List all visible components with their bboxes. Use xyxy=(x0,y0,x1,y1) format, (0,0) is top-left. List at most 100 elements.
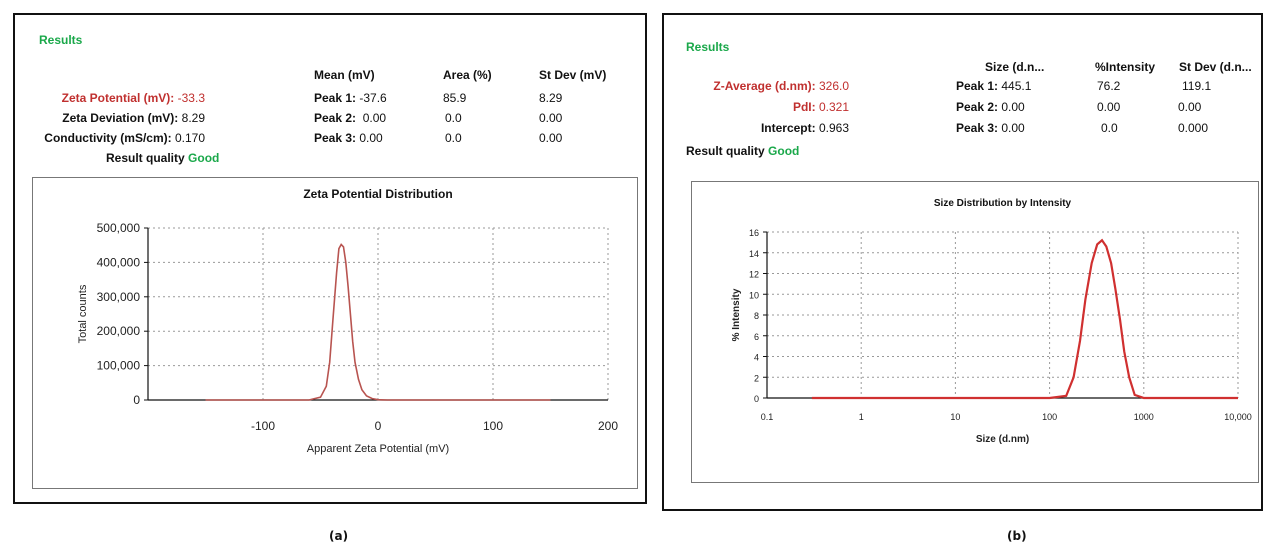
zeta-potential-row: Zeta Potential (mV): -33.3 xyxy=(62,91,205,105)
chart-title: Zeta Potential Distribution xyxy=(303,187,452,201)
result-quality: Result quality Good xyxy=(686,144,799,158)
peak-label: Peak 3: xyxy=(314,131,357,145)
peak-stdev: 8.29 xyxy=(539,91,563,105)
x-tick-label: 10,000 xyxy=(1224,412,1252,422)
y-tick-label: 200,000 xyxy=(97,324,141,338)
pdi-label: PdI: xyxy=(792,100,816,114)
y-tick-label: 100,000 xyxy=(97,359,141,373)
peak-label: Peak 2: xyxy=(314,111,357,125)
y-tick-label: 16 xyxy=(749,228,759,238)
peak-row: Peak 1: 445.1 xyxy=(956,79,1031,93)
pdi-row: PdI: 0.321 xyxy=(793,100,849,114)
y-tick-label: 2 xyxy=(754,373,759,383)
peak-mean: 0.00 xyxy=(362,111,387,125)
x-tick-label: 1 xyxy=(859,412,864,422)
header-mean: Mean (mV) xyxy=(314,68,375,82)
result-quality: Result quality Good xyxy=(106,151,219,165)
y-tick-label: 12 xyxy=(749,270,759,280)
header-stdev: St Dev (d.n... xyxy=(1179,60,1252,74)
y-tick-label: 0 xyxy=(133,393,140,407)
x-axis-title: Size (d.nm) xyxy=(976,434,1029,445)
result-quality-label: Result quality xyxy=(686,144,765,158)
zeta-deviation-label: Zeta Deviation (mV): xyxy=(62,111,179,125)
y-tick-label: 6 xyxy=(754,332,759,342)
zeta-potential-value: -33.3 xyxy=(177,91,205,105)
peak-label: Peak 1: xyxy=(956,79,999,93)
peak-intensity: 76.2 xyxy=(1097,79,1121,93)
caption-b: (b) xyxy=(1007,529,1027,543)
peak-stdev: 0.00 xyxy=(1178,100,1202,114)
peak-intensity: 0.0 xyxy=(1101,121,1118,135)
conductivity-value: 0.170 xyxy=(174,131,205,145)
y-tick-label: 4 xyxy=(754,353,759,363)
peak-row: Peak 3: 0.00 xyxy=(956,121,1025,135)
peak-size: 0.00 xyxy=(1001,100,1025,114)
peak-size: 0.00 xyxy=(1001,121,1025,135)
header-area: Area (%) xyxy=(443,68,492,82)
peak-row: Peak 2: 0.00 xyxy=(956,100,1025,114)
x-tick-label: 200 xyxy=(598,419,618,433)
series-line xyxy=(811,238,1238,400)
peak-intensity: 0.00 xyxy=(1097,100,1121,114)
peak-stdev: 0.000 xyxy=(1178,121,1209,135)
result-quality-value: Good xyxy=(188,151,220,165)
peak-row: Peak 2: 0.00 xyxy=(314,111,386,125)
intercept-label: Intercept: xyxy=(760,121,816,135)
peak-mean: -37.6 xyxy=(359,91,387,105)
conductivity-label: Conductivity (mS/cm): xyxy=(44,131,172,145)
x-tick-label: 0.1 xyxy=(761,412,774,422)
results-title: Results xyxy=(686,40,730,54)
y-tick-label: 400,000 xyxy=(97,255,141,269)
caption-a: (a) xyxy=(329,529,349,543)
peak-label: Peak 1: xyxy=(314,91,357,105)
x-tick-label: 100 xyxy=(1042,412,1057,422)
y-tick-label: 8 xyxy=(754,311,759,321)
series-line xyxy=(205,243,551,401)
zeta-distribution-chart: Zeta Potential Distribution 0 100,000 200,0… xyxy=(77,187,618,455)
x-tick-label: 0 xyxy=(375,419,382,433)
y-axis-title: % Intensity xyxy=(731,288,742,341)
zeta-deviation-row: Zeta Deviation (mV): 8.29 xyxy=(62,111,205,125)
x-tick-label: 100 xyxy=(483,419,503,433)
result-quality-value: Good xyxy=(768,144,800,158)
x-axis-title: Apparent Zeta Potential (mV) xyxy=(307,443,449,455)
z-average-label: Z-Average (d.nm): xyxy=(713,79,816,93)
panel-b: Results Size (d.n... %Intensity St Dev (… xyxy=(662,13,1263,511)
peak-size: 445.1 xyxy=(1001,79,1032,93)
header-stdev: St Dev (mV) xyxy=(539,68,607,82)
peak-area: 85.9 xyxy=(443,91,467,105)
header-intensity: %Intensity xyxy=(1095,60,1156,74)
peak-mean: 0.00 xyxy=(359,131,383,145)
conductivity-row: Conductivity (mS/cm): 0.170 xyxy=(44,131,205,145)
zeta-chart-frame: Zeta Potential Distribution 0 100,000 200,0… xyxy=(32,177,638,489)
pdi-value: 0.321 xyxy=(818,100,849,114)
x-tick-label: -100 xyxy=(251,419,275,433)
peak-label: Peak 2: xyxy=(956,100,999,114)
peak-label: Peak 3: xyxy=(956,121,999,135)
y-tick-label: 10 xyxy=(749,290,759,300)
chart-title: Size Distribution by Intensity xyxy=(934,198,1072,209)
peak-area: 0.0 xyxy=(445,131,462,145)
x-tick-label: 10 xyxy=(950,412,960,422)
intercept-value: 0.963 xyxy=(818,121,849,135)
x-tick-label: 1000 xyxy=(1134,412,1154,422)
results-title: Results xyxy=(39,33,83,47)
size-chart-frame: Size Distribution by Intensity 0 2 4 6 8 10 12 1… xyxy=(691,181,1259,483)
y-tick-label: 0 xyxy=(754,394,759,404)
size-distribution-chart: Size Distribution by Intensity 0 2 4 6 8 10 12 1… xyxy=(731,198,1252,445)
result-quality-label: Result quality xyxy=(106,151,185,165)
peak-stdev: 0.00 xyxy=(539,111,563,125)
panel-a: Results Mean (mV) Area (%) St Dev (mV) Z… xyxy=(13,13,647,504)
zeta-deviation-value: 8.29 xyxy=(181,111,205,125)
peak-row: Peak 3: 0.00 xyxy=(314,131,383,145)
header-size: Size (d.n... xyxy=(985,60,1045,74)
peak-row: Peak 1: -37.6 xyxy=(314,91,387,105)
peak-stdev: 119.1 xyxy=(1182,79,1212,93)
y-tick-label: 500,000 xyxy=(97,221,141,235)
zeta-potential-label: Zeta Potential (mV): xyxy=(61,91,175,105)
intercept-row: Intercept: 0.963 xyxy=(761,121,849,135)
peak-area: 0.0 xyxy=(445,111,462,125)
z-average-row: Z-Average (d.nm): 326.0 xyxy=(713,79,849,93)
peak-stdev: 0.00 xyxy=(539,131,563,145)
z-average-value: 326.0 xyxy=(818,79,849,93)
